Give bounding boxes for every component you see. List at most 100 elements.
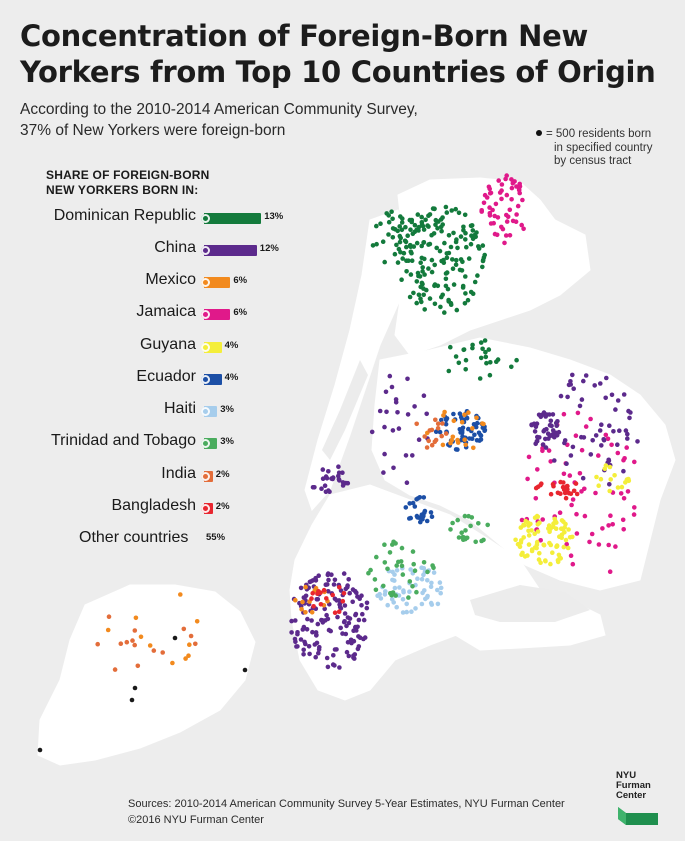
resident-dot — [356, 644, 362, 649]
resident-dot — [364, 600, 370, 606]
resident-dot — [428, 584, 434, 589]
resident-dot — [382, 451, 387, 457]
resident-dot — [454, 307, 460, 313]
resident-dot — [531, 421, 537, 427]
resident-dot — [403, 505, 409, 510]
resident-dot — [504, 192, 510, 198]
resident-dot — [449, 438, 455, 443]
resident-dot — [553, 526, 559, 531]
resident-dot — [396, 246, 402, 252]
resident-dot — [416, 292, 422, 298]
resident-dot — [525, 553, 530, 558]
resident-dot — [324, 655, 330, 661]
resident-dot — [448, 527, 453, 532]
resident-dot — [607, 423, 612, 429]
resident-dot — [440, 215, 445, 220]
resident-dot — [397, 239, 403, 245]
resident-dot — [625, 431, 630, 437]
resident-dot — [433, 222, 438, 227]
resident-dot — [450, 257, 455, 262]
resident-dot — [416, 437, 422, 443]
legend-share-label: 2% — [215, 469, 230, 480]
resident-dot — [457, 267, 463, 273]
resident-dot — [580, 475, 586, 481]
resident-dot — [459, 430, 465, 436]
resident-dot — [525, 520, 531, 525]
resident-dot — [561, 471, 567, 477]
resident-dot — [336, 464, 341, 470]
resident-dot — [404, 609, 410, 615]
resident-dot — [301, 624, 307, 630]
resident-dot — [482, 338, 488, 343]
resident-dot — [414, 300, 420, 306]
resident-dot — [543, 558, 548, 563]
resident-dot — [446, 299, 452, 304]
resident-dot — [635, 439, 640, 444]
resident-dot — [420, 265, 426, 270]
resident-dot — [487, 210, 493, 216]
resident-dot — [385, 602, 391, 608]
resident-dot — [480, 264, 485, 270]
resident-dot — [342, 603, 348, 608]
resident-dot — [410, 584, 415, 589]
resident-dot — [487, 191, 493, 196]
resident-dot — [571, 386, 576, 391]
resident-dot — [404, 244, 409, 250]
resident-dot — [468, 523, 473, 529]
resident-dot — [621, 457, 626, 463]
legend-row-china: China 12% — [0, 236, 300, 260]
resident-dot — [435, 426, 441, 431]
resident-dot — [337, 585, 342, 590]
resident-dot — [390, 216, 395, 222]
resident-dot — [607, 482, 612, 487]
resident-dot — [621, 527, 626, 532]
resident-dot — [410, 549, 416, 554]
resident-dot — [457, 411, 463, 416]
resident-dot — [536, 557, 542, 562]
resident-dot — [324, 596, 329, 601]
resident-dot — [478, 340, 484, 345]
resident-dot — [472, 432, 477, 438]
resident-dot — [521, 522, 526, 528]
resident-dot — [535, 529, 541, 534]
resident-dot — [574, 531, 580, 536]
resident-dot — [453, 206, 459, 212]
legend-bar — [201, 374, 222, 385]
resident-dot — [135, 663, 141, 669]
resident-dot — [460, 259, 465, 265]
resident-dot — [429, 257, 435, 263]
resident-dot — [309, 618, 314, 623]
resident-dot — [422, 256, 427, 262]
resident-dot — [298, 585, 304, 591]
resident-dot — [607, 488, 612, 494]
resident-dot — [570, 372, 575, 378]
resident-dot — [454, 237, 459, 242]
resident-dot — [537, 550, 542, 556]
resident-dot — [470, 228, 476, 233]
resident-dot — [540, 442, 546, 447]
resident-dot — [412, 504, 418, 509]
resident-dot — [507, 233, 513, 238]
resident-dot — [509, 197, 514, 202]
resident-dot — [400, 572, 406, 577]
resident-dot — [422, 434, 428, 439]
resident-dot — [408, 272, 414, 277]
resident-dot — [130, 638, 135, 643]
resident-dot — [570, 561, 576, 567]
resident-dot — [390, 577, 395, 583]
resident-dot — [592, 383, 597, 388]
resident-dot — [618, 491, 624, 496]
resident-dot — [350, 599, 356, 605]
resident-dot — [519, 552, 524, 557]
resident-dot — [632, 505, 637, 510]
resident-dot — [561, 411, 567, 417]
resident-dot — [461, 228, 466, 233]
resident-dot — [608, 513, 613, 518]
resident-dot — [325, 616, 331, 622]
resident-dot — [573, 481, 579, 486]
resident-dot — [404, 601, 410, 607]
resident-dot — [563, 521, 568, 527]
jamaica-bay-water — [470, 585, 590, 622]
resident-dot — [473, 539, 479, 545]
resident-dot — [541, 542, 546, 548]
